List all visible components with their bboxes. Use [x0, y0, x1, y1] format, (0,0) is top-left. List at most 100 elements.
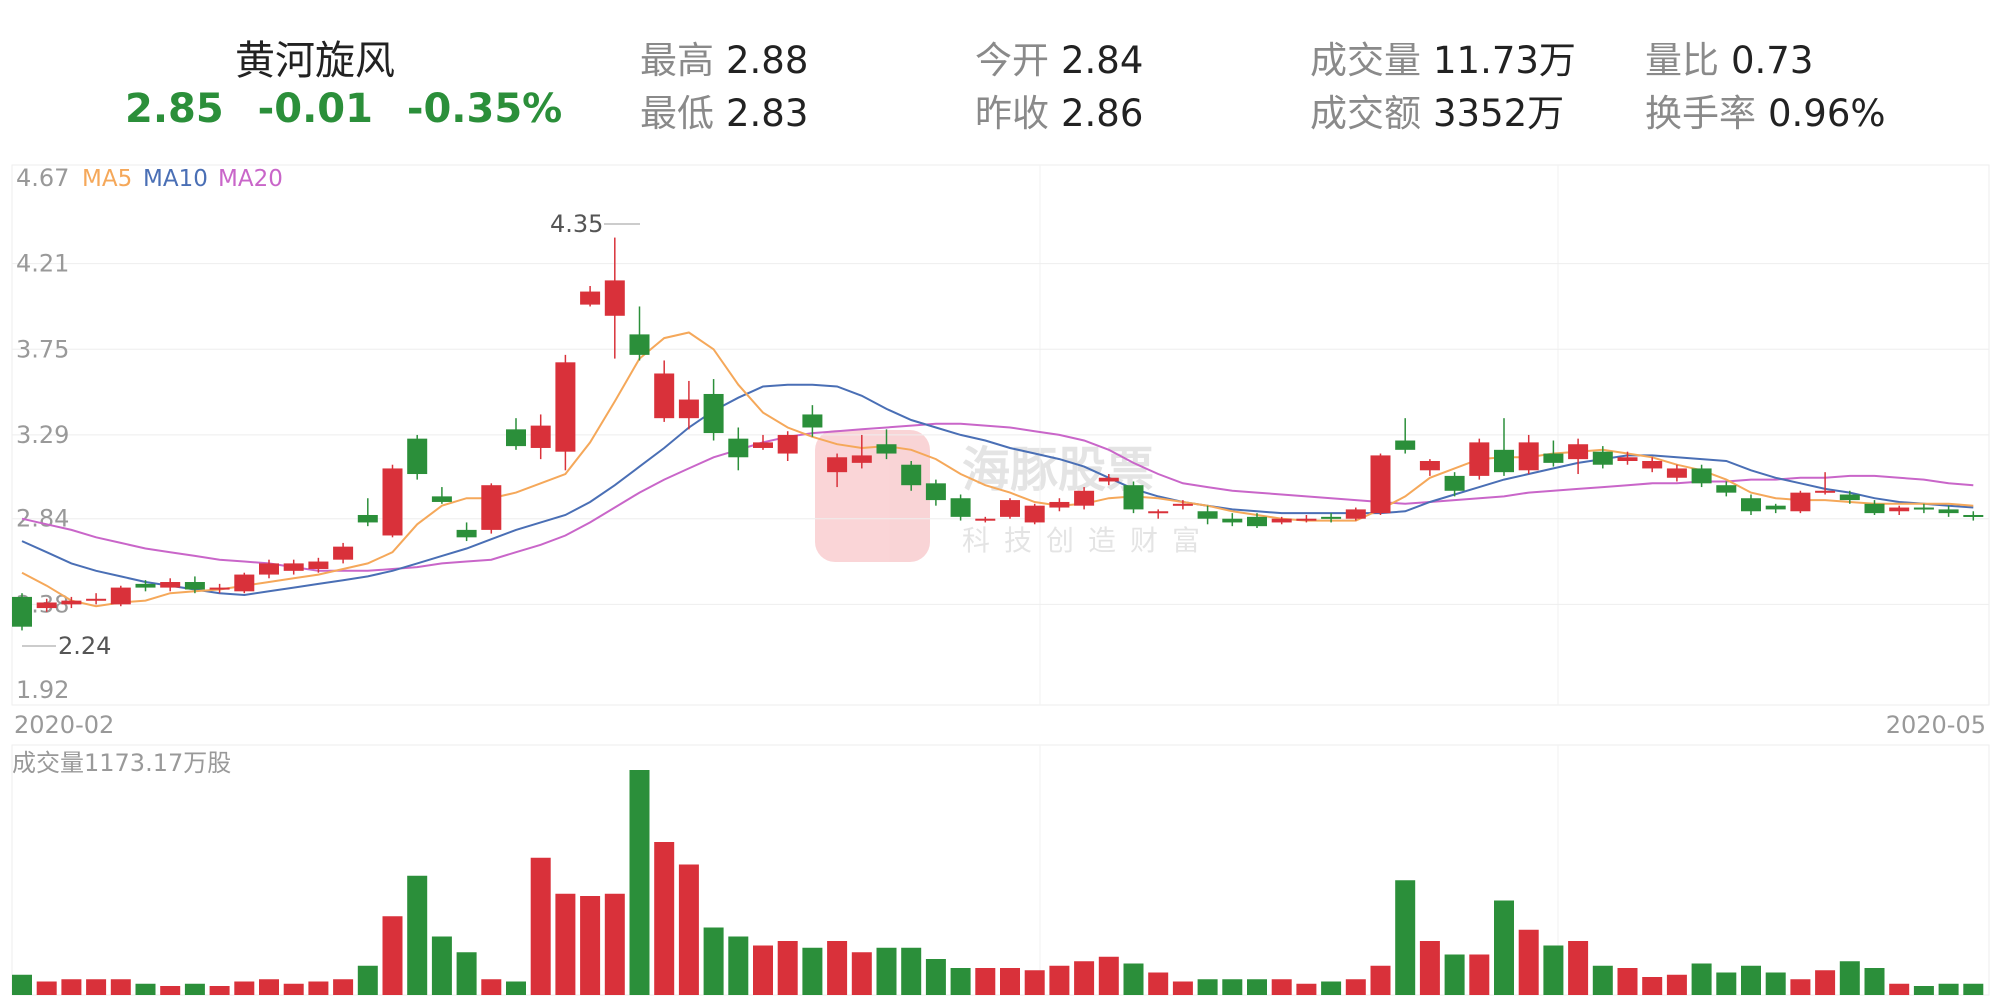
candle-body [1074, 490, 1095, 506]
candle-body [1666, 468, 1687, 478]
volume-bar [1790, 979, 1811, 995]
volume-bar [1765, 972, 1786, 995]
volume-panel-frame [11, 744, 1990, 996]
volume-bar [333, 979, 354, 995]
volume-bar [1617, 968, 1638, 995]
candle-body [110, 587, 131, 605]
candle-body [506, 429, 526, 447]
candle-body [1024, 505, 1045, 523]
candle-body [1642, 460, 1663, 469]
volume-bar [1494, 900, 1514, 995]
volume-bar [86, 979, 107, 995]
volume-bar [728, 936, 749, 995]
volume-bar [1074, 961, 1095, 995]
volume-bar [678, 864, 699, 995]
candle-body [1617, 457, 1638, 461]
y-tick-label: 3.29 [16, 421, 69, 449]
volume-bar [481, 979, 502, 995]
volume-bar [506, 981, 526, 995]
ma10-line [21, 383, 1974, 597]
stat-open: 今开 2.84 [975, 39, 1144, 82]
volume-bar [1543, 945, 1564, 995]
candle-body [580, 291, 601, 305]
volume-bar [259, 979, 279, 995]
volume-bar [1197, 979, 1218, 995]
candle-body [629, 334, 650, 355]
candle-body [382, 468, 403, 536]
candle-body [1864, 503, 1885, 514]
candle-body [1444, 475, 1465, 491]
volume-bar [1271, 979, 1292, 995]
candle-body [802, 414, 823, 428]
candle-body [1271, 518, 1292, 523]
volume-bar [1469, 954, 1490, 995]
volume-bar [1419, 941, 1440, 995]
candle-body [135, 583, 156, 588]
volume-bar [925, 959, 946, 995]
volume-bar [950, 968, 971, 995]
candle-body [1815, 490, 1836, 493]
legend-ma10: MA10 [143, 166, 208, 192]
candle-body [728, 438, 749, 458]
volume-bar [604, 893, 625, 995]
volume-bar [1024, 970, 1045, 995]
candle-body [1370, 455, 1391, 514]
candle-body [950, 498, 971, 517]
watermark-slogan: 科技创造财富 [962, 524, 1214, 557]
candle-body [654, 373, 675, 419]
candle-body [1543, 453, 1564, 463]
candle-body [1395, 440, 1416, 450]
candle-body [530, 425, 551, 448]
volume-bar [283, 983, 304, 995]
candle-body [1049, 501, 1070, 508]
ma20-line [21, 422, 1974, 572]
stat-volume-ratio: 量比 0.73 [1645, 39, 1814, 82]
volume-bar [1321, 981, 1342, 995]
candle-body [407, 438, 428, 475]
volume-bar [975, 968, 996, 995]
candle-body [431, 496, 452, 502]
candle-body [1790, 492, 1811, 512]
stat-turnover-rate: 换手率 0.96% [1645, 92, 1886, 135]
volume-bar [530, 857, 551, 995]
volume-bar [1296, 983, 1317, 995]
candle-body [1716, 485, 1737, 493]
volume-bar [802, 947, 823, 995]
volume-bar [1839, 961, 1860, 995]
candle-body [1938, 509, 1959, 514]
candle-body [555, 362, 576, 452]
volume-bar [1123, 963, 1144, 995]
candle-body [1691, 468, 1712, 484]
volume-bar [184, 983, 205, 995]
candle-body [1247, 516, 1267, 527]
candle-body [234, 574, 255, 592]
volume-bar [234, 981, 255, 995]
volume-bar [1049, 965, 1070, 995]
volume-bar [876, 947, 897, 995]
volume-bar [1395, 880, 1416, 995]
stat-high: 最高 2.88 [640, 39, 809, 82]
candle-body [1494, 449, 1514, 473]
candle-body [1172, 503, 1193, 506]
candle-body [1963, 514, 1984, 517]
volume-bar [1864, 968, 1885, 995]
y-tick-label: 4.21 [16, 250, 69, 278]
x-start-label: 2020-02 [14, 711, 114, 739]
volume-bar [555, 893, 576, 995]
candle-body [86, 598, 107, 601]
volume-bar [654, 842, 675, 995]
price-change: -0.01 [257, 86, 373, 132]
candle-body [1296, 518, 1317, 521]
volume-bar [1963, 983, 1984, 995]
volume-bar [1247, 979, 1267, 995]
candle-body [1592, 451, 1613, 465]
volume-bar [1691, 963, 1712, 995]
volume-bar [1815, 970, 1836, 995]
candle-body [975, 518, 996, 521]
candle-body [1469, 442, 1490, 476]
volume-bar [456, 952, 477, 995]
candle-body [1098, 477, 1119, 482]
candle-body [1321, 516, 1342, 519]
volume-bar [1938, 983, 1959, 995]
stat-low: 最低 2.83 [640, 92, 809, 135]
